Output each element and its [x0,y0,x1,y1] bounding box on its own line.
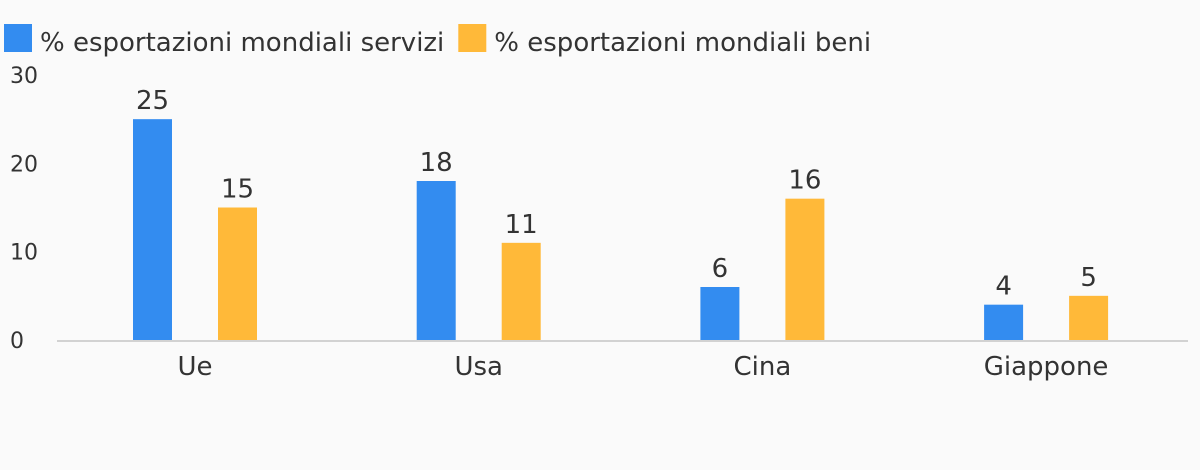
bars: 25 15 18 11 6 16 4 5 [133,86,1109,341]
y-tick-label: 10 [10,241,38,266]
data-label: 15 [221,175,254,205]
category-label: Giappone [984,352,1109,382]
bar-ue-series-1 [218,207,257,340]
category-label: Ue [177,352,212,382]
bar-usa-series-0 [416,181,456,340]
x-axis: Ue Usa Cina Giappone [57,340,1188,382]
bar-ue-series-0 [133,119,172,341]
y-tick-label: 30 [10,64,38,89]
bar-cina-series-1 [785,198,825,340]
bar-giappone-series-0 [984,304,1024,340]
bar-usa-series-1 [501,242,541,340]
category-label: Cina [734,352,792,382]
data-label: 16 [788,166,821,196]
legend: % esportazioni mondiali servizi % esporta… [4,24,871,58]
bar-giappone-series-1 [1069,295,1109,340]
legend-swatch-0 [4,24,32,52]
category-label: Usa [454,352,503,382]
data-label: 11 [505,210,538,240]
data-label: 5 [1080,263,1097,293]
y-axis: 0 10 20 30 [10,64,38,354]
legend-swatch-1 [458,24,487,52]
data-label: 4 [995,272,1012,302]
legend-label-1: % esportazioni mondiali beni [494,28,871,58]
data-label: 6 [712,254,729,284]
data-label: 18 [420,148,453,178]
legend-label-0: % esportazioni mondiali servizi [40,28,444,58]
bar-cina-series-0 [700,287,740,340]
y-tick-label: 0 [10,329,24,354]
y-tick-label: 20 [10,152,38,177]
data-label: 25 [136,86,169,116]
